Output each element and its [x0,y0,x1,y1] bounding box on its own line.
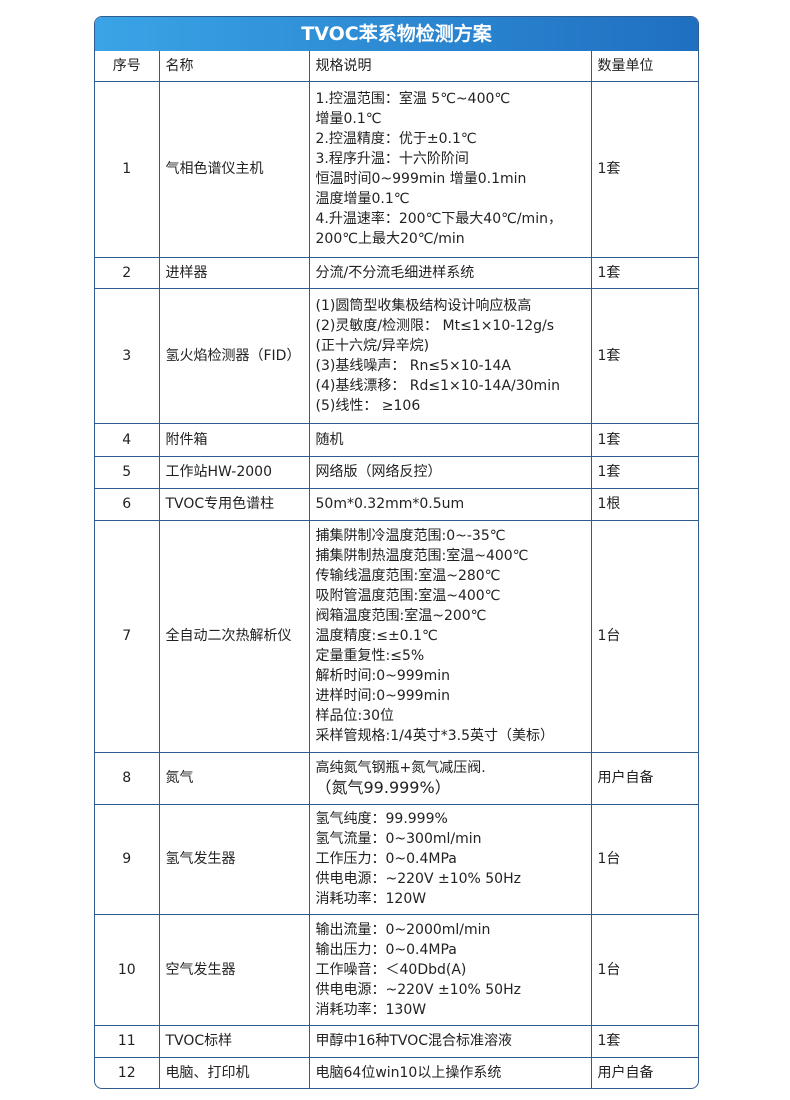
spec-text: 甲醇中16种TVOC混合标准溶液 [315,1033,513,1049]
table-row: 4 附件箱 随机 1套 [95,422,698,457]
row-name: 进样器 [158,256,310,289]
row-no: 11 [95,1024,160,1058]
spec-text: 1.控温范围：室温 5℃~400℃ 增量0.1℃ 2.控温精度：优于±0.1℃ … [315,91,562,247]
table-row: 8 氮气 高纯氮气钢瓶+氮气减压阀. （氮气99.999%） 用户自备 [95,751,698,805]
row-spec: 氢气纯度：99.999% 氢气流量：0~300ml/min 工作压力：0~0.4… [308,803,592,915]
row-name: 全自动二次热解析仪 [158,519,310,753]
row-spec: 输出流量：0~2000ml/min 输出压力：0~0.4MPa 工作噪音：＜40… [308,913,592,1026]
row-no: 10 [95,913,160,1026]
row-no: 5 [95,455,160,489]
table-title: TVOC苯系物检测方案 [95,17,698,51]
row-spec: 捕集阱制冷温度范围:0~-35℃ 捕集阱制热温度范围:室温~400℃ 传输线温度… [308,519,592,753]
spec-text: 50m*0.32mm*0.5um [315,496,465,512]
spec-text: 网络版（网络反控） [315,464,442,480]
row-qty: 1套 [590,422,698,457]
row-name: TVOC标样 [158,1024,310,1058]
row-spec: 1.控温范围：室温 5℃~400℃ 增量0.1℃ 2.控温精度：优于±0.1℃ … [308,80,592,258]
table-row: 6 TVOC专用色谱柱 50m*0.32mm*0.5um 1根 [95,487,698,521]
row-spec: 网络版（网络反控） [308,455,592,489]
row-qty: 用户自备 [590,1056,698,1088]
row-qty: 1根 [590,487,698,521]
row-name: 附件箱 [158,422,310,457]
row-qty: 1套 [590,256,698,289]
table-row: 11 TVOC标样 甲醇中16种TVOC混合标准溶液 1套 [95,1024,698,1058]
row-spec: 分流/不分流毛细进样系统 [308,256,592,289]
table-row: 5 工作站HW-2000 网络版（网络反控） 1套 [95,455,698,489]
row-name: 电脑、打印机 [158,1056,310,1088]
row-no: 2 [95,256,160,289]
row-spec: 高纯氮气钢瓶+氮气减压阀. （氮气99.999%） [308,751,592,805]
table-row: 2 进样器 分流/不分流毛细进样系统 1套 [95,256,698,289]
row-no: 12 [95,1056,160,1088]
row-qty: 1套 [590,287,698,424]
row-name: 氢火焰检测器（FID） [158,287,310,424]
row-spec: 电脑64位win10以上操作系统 [308,1056,592,1088]
row-no: 9 [95,803,160,915]
row-name: 氢气发生器 [158,803,310,915]
header-no: 序号 [95,51,160,82]
header-name: 名称 [158,51,310,82]
spec-text: 输出流量：0~2000ml/min 输出压力：0~0.4MPa 工作噪音：＜40… [315,921,521,1018]
row-spec: 50m*0.32mm*0.5um [308,487,592,521]
spec-text: (1)圆筒型收集极结构设计响应极高 (2)灵敏度/检测限： Mt≤1×10-12… [315,297,560,414]
spec-text: 随机 [315,431,344,448]
row-qty: 1套 [590,455,698,489]
table-row: 1 气相色谱仪主机 1.控温范围：室温 5℃~400℃ 增量0.1℃ 2.控温精度：… [95,80,698,258]
row-no: 6 [95,487,160,521]
spec-text: 电脑64位win10以上操作系统 [315,1064,502,1081]
row-qty: 用户自备 [590,751,698,805]
spec-table-card: TVOC苯系物检测方案 序号 名称 规格说明 数量单位 1 气相色谱仪主机 1.控温… [94,16,699,1089]
spec-text: 氢气纯度：99.999% 氢气流量：0~300ml/min 工作压力：0~0.4… [315,811,521,907]
row-spec: (1)圆筒型收集极结构设计响应极高 (2)灵敏度/检测限： Mt≤1×10-12… [308,287,592,424]
row-name: TVOC专用色谱柱 [158,487,310,521]
table-row: 3 氢火焰检测器（FID） (1)圆筒型收集极结构设计响应极高 (2)灵敏度/检测限… [95,287,698,424]
spec-text: 高纯氮气钢瓶+氮气减压阀. [315,759,486,776]
spec-text: 捕集阱制冷温度范围:0~-35℃ 捕集阱制热温度范围:室温~400℃ 传输线温度… [315,528,555,744]
row-qty: 1台 [590,803,698,915]
row-no: 8 [95,751,160,805]
row-spec: 甲醇中16种TVOC混合标准溶液 [308,1024,592,1058]
table-row: 12 电脑、打印机 电脑64位win10以上操作系统 用户自备 [95,1056,698,1088]
header-qty: 数量单位 [590,51,698,82]
row-name: 工作站HW-2000 [158,455,310,489]
spec-text-extra: （氮气99.999%） [315,777,451,797]
table-row: 9 氢气发生器 氢气纯度：99.999% 氢气流量：0~300ml/min 工作压力… [95,803,698,915]
header-spec: 规格说明 [308,51,592,82]
spec-table: 序号 名称 规格说明 数量单位 1 气相色谱仪主机 1.控温范围：室温 5℃~400… [95,51,698,1088]
row-qty: 1套 [590,1024,698,1058]
row-qty: 1套 [590,80,698,258]
row-spec: 随机 [308,422,592,457]
row-qty: 1台 [590,519,698,753]
row-qty: 1台 [590,913,698,1026]
spec-text: 分流/不分流毛细进样系统 [315,264,475,281]
table-row: 10 空气发生器 输出流量：0~2000ml/min 输出压力：0~0.4MPa 工… [95,913,698,1026]
header-row: 序号 名称 规格说明 数量单位 [95,51,698,82]
row-name: 氮气 [158,751,310,805]
row-name: 空气发生器 [158,913,310,1026]
row-no: 4 [95,422,160,457]
row-no: 1 [95,80,160,258]
row-no: 7 [95,519,160,753]
row-name: 气相色谱仪主机 [158,80,310,258]
row-no: 3 [95,287,160,424]
table-row: 7 全自动二次热解析仪 捕集阱制冷温度范围:0~-35℃ 捕集阱制热温度范围:室温~… [95,519,698,753]
